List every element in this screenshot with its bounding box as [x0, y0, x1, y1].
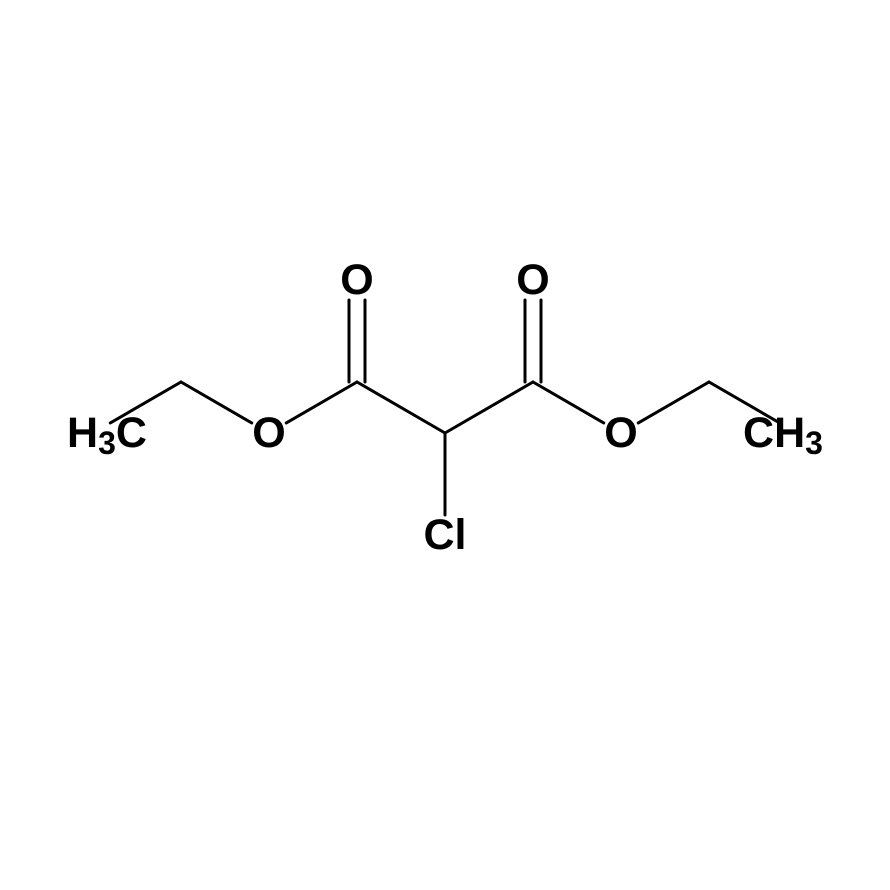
atom-label: H3C [67, 409, 147, 461]
atom-label: CH3 [743, 409, 823, 461]
atom-label: O [516, 256, 549, 304]
molecule-diagram: H3C O O Cl O O CH3 [0, 0, 890, 890]
atom-label: O [604, 409, 637, 457]
bond-line [445, 382, 533, 433]
atom-label: Cl [424, 511, 467, 559]
bond-line [357, 382, 445, 433]
atom-label: O [340, 256, 373, 304]
atom-label: O [252, 409, 285, 457]
bond-line [638, 382, 709, 423]
bond-line [181, 382, 252, 423]
bond-line [286, 382, 357, 423]
bond-line [533, 382, 604, 423]
